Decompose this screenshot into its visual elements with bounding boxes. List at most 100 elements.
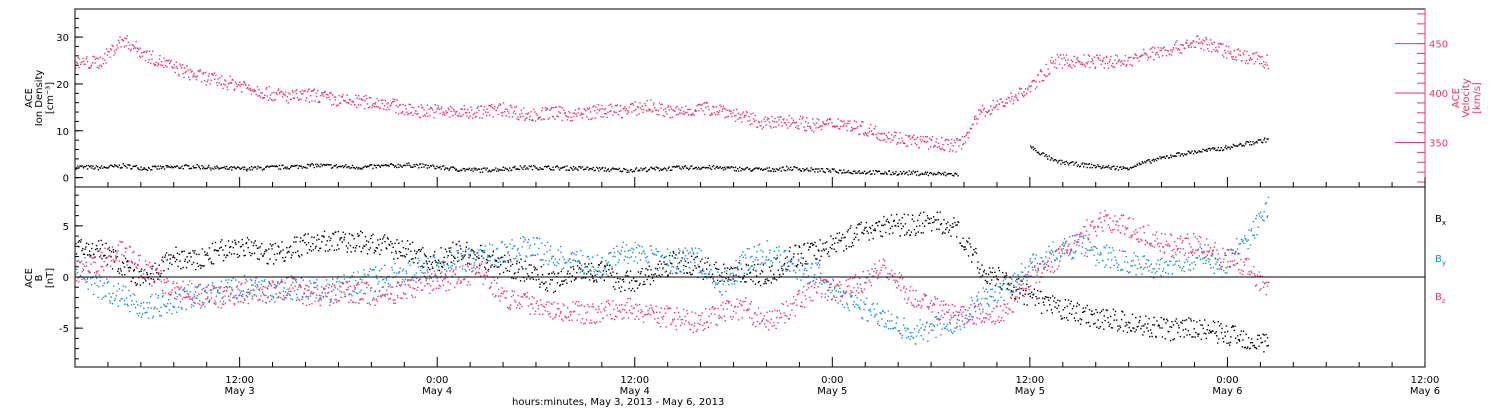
bx-point [398,242,400,244]
bx-point [746,273,748,275]
velocity-point [135,47,137,49]
velocity-point [437,107,440,109]
velocity-point [456,111,458,113]
bx-point [1217,342,1219,344]
by-point [532,237,535,239]
velocity-point [1261,56,1263,58]
density-point [935,173,937,176]
by-point [736,280,738,282]
density-point [437,166,440,169]
by-point [146,302,148,304]
velocity-point [199,71,201,73]
velocity-point [332,103,335,106]
density-point [1240,143,1242,145]
velocity-point [909,135,911,137]
velocity-point [195,76,197,78]
velocity-point [769,125,771,127]
bx-point [837,242,839,244]
by-point [117,283,120,285]
by-point [447,264,449,267]
velocity-point [136,47,139,49]
density-point [113,166,115,168]
by-point [122,285,124,287]
density-point [96,166,99,168]
bx-point [1202,327,1204,330]
velocity-point [219,76,221,79]
bx-point [118,272,121,274]
velocity-point [1195,41,1198,43]
bx-point [971,261,973,263]
velocity-point [628,106,631,108]
density-point [726,166,728,168]
density-point [1058,160,1060,162]
bx-point [929,222,931,224]
bx-point [963,249,965,251]
by-point [131,300,133,302]
bx-point [352,234,354,237]
velocity-point [719,104,721,106]
density-point [118,164,120,166]
bx-point [344,233,347,235]
velocity-point [1197,35,1199,37]
bx-point [310,250,313,252]
by-point [419,269,422,272]
velocity-point [1112,66,1114,68]
velocity-point [590,118,592,120]
density-point [294,164,296,167]
by-point [789,270,791,272]
bx-point [713,280,715,282]
density-point [465,168,467,171]
density-point [80,165,82,168]
velocity-point [347,102,350,105]
density-point [1217,146,1219,149]
velocity-point [931,139,933,141]
density-point [1166,155,1168,157]
bx-point [1175,318,1177,320]
bx-point [233,253,235,255]
density-point [265,165,268,168]
velocity-point [915,138,917,140]
by-point [750,265,752,267]
velocity-point [213,72,215,74]
bx-point [117,270,119,272]
velocity-point [349,99,351,101]
velocity-point [1094,66,1097,68]
by-point [820,279,822,282]
density-point [476,169,478,171]
velocity-point [1193,46,1196,48]
bx-point [371,241,374,244]
velocity-point [829,117,831,120]
velocity-point [296,97,299,99]
density-point [588,169,590,171]
density-point [384,164,386,166]
bx-point [445,250,448,253]
by-point [86,278,88,280]
by-point [783,251,785,253]
velocity-point [129,50,132,52]
density-point [854,170,856,172]
velocity-point [1142,54,1144,56]
bx-point [493,266,495,268]
bx-point [586,266,588,268]
density-point [278,168,280,170]
bx-point [487,268,490,271]
density-point [426,167,428,169]
velocity-point [805,130,807,132]
density-point [531,168,534,171]
velocity-point [503,111,506,113]
bx-point [672,250,674,253]
bx-point [745,281,747,283]
velocity-point [713,106,715,108]
bx-point [937,219,939,221]
velocity-point [1243,53,1245,56]
bx-point [1042,297,1044,299]
bx-point [1099,312,1101,314]
bx-point [871,224,874,227]
density-point [589,168,591,170]
velocity-point [670,108,673,110]
velocity-point [988,109,990,111]
velocity-point [309,94,312,97]
velocity-point [1118,59,1120,62]
density-point [642,168,644,170]
velocity-point [135,40,137,43]
